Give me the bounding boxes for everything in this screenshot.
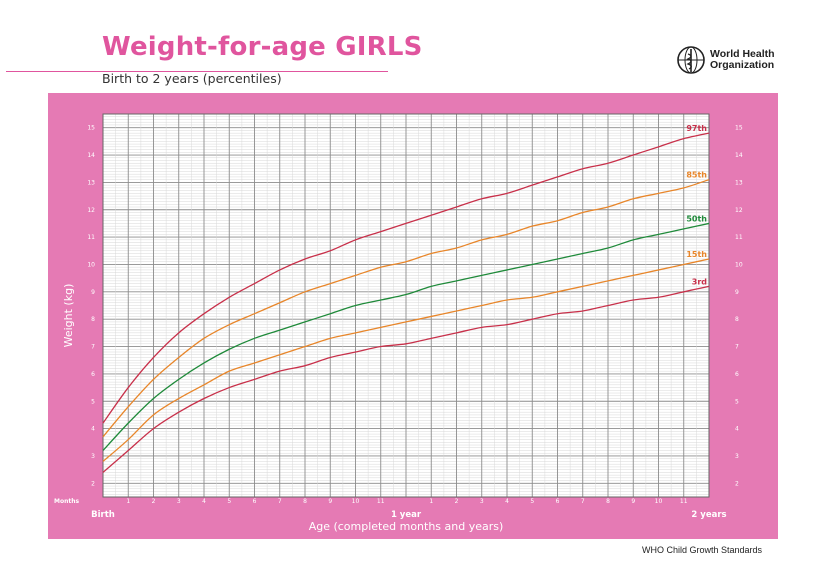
y-tick-label-right: 7 xyxy=(735,344,739,351)
y-tick-label-right: 3 xyxy=(735,453,739,460)
y-tick-label-right: 5 xyxy=(735,398,739,405)
y-tick-label-right: 15 xyxy=(735,125,743,132)
y-tick-label-left: 3 xyxy=(91,453,95,460)
y-tick-label-right: 13 xyxy=(735,179,743,186)
x-month-tick-label: 5 xyxy=(530,498,534,505)
y-tick-label-left: 5 xyxy=(91,398,95,405)
percentile-label-3rd: 3rd xyxy=(692,277,708,286)
y-tick-label-left: 15 xyxy=(87,125,95,132)
x-month-tick-label: 2 xyxy=(455,498,459,505)
y-tick-label-right: 11 xyxy=(735,234,743,241)
x-month-tick-label: 1 xyxy=(126,498,130,505)
x-month-tick-label: 3 xyxy=(480,498,484,505)
x-month-tick-label: 8 xyxy=(606,498,610,505)
x-month-tick-label: 1 xyxy=(429,498,433,505)
percentile-curve-85th xyxy=(102,179,710,438)
x-month-tick-label: 9 xyxy=(328,498,332,505)
x-month-tick-label: 3 xyxy=(177,498,181,505)
x-month-tick-label: 10 xyxy=(655,498,663,505)
y-tick-label-left: 7 xyxy=(91,344,95,351)
chart-subtitle: Birth to 2 years (percentiles) xyxy=(102,71,282,86)
y-tick-label-right: 9 xyxy=(735,289,739,296)
who-name-line1: World Health xyxy=(710,48,775,60)
chart-title: Weight-for-age GIRLS xyxy=(102,32,423,62)
who-name: World Health Organization xyxy=(710,49,775,71)
y-tick-label-left: 9 xyxy=(91,289,95,296)
y-tick-label-left: 11 xyxy=(87,234,95,241)
x-month-tick-label: 7 xyxy=(278,498,282,505)
percentile-label-50th: 50th xyxy=(686,214,707,223)
y-tick-label-left: 4 xyxy=(91,426,95,433)
x-month-tick-label: 7 xyxy=(581,498,585,505)
y-tick-label-right: 2 xyxy=(735,480,739,487)
y-tick-label-left: 13 xyxy=(87,179,95,186)
x-month-tick-label: 6 xyxy=(556,498,560,505)
x-year-label: Birth xyxy=(91,510,115,520)
y-axis-label: Weight (kg) xyxy=(62,284,75,348)
percentile-label-85th: 85th xyxy=(686,171,707,180)
percentile-curve-50th xyxy=(102,222,710,451)
who-logo: World Health Organization xyxy=(676,45,775,75)
y-tick-label-right: 4 xyxy=(735,426,739,433)
y-tick-label-left: 6 xyxy=(91,371,95,378)
y-tick-label-right: 12 xyxy=(735,207,743,214)
x-month-tick-label: 5 xyxy=(227,498,231,505)
y-tick-label-left: 2 xyxy=(91,480,95,487)
x-month-tick-label: 6 xyxy=(253,498,257,505)
y-tick-label-right: 6 xyxy=(735,371,739,378)
y-tick-label-right: 8 xyxy=(735,316,739,323)
x-year-label: 1 year xyxy=(391,510,422,520)
y-tick-label-left: 14 xyxy=(87,152,95,159)
who-name-line2: Organization xyxy=(710,59,775,71)
x-month-tick-label: 2 xyxy=(152,498,156,505)
footer-credit: WHO Child Growth Standards xyxy=(642,545,763,555)
x-month-tick-label: 9 xyxy=(631,498,635,505)
percentile-curve-97th xyxy=(102,132,710,424)
x-month-tick-label: 4 xyxy=(202,498,206,505)
title-underline xyxy=(6,71,388,72)
y-tick-label-right: 10 xyxy=(735,261,743,268)
who-emblem-icon xyxy=(677,46,705,74)
y-tick-label-left: 8 xyxy=(91,316,95,323)
x-month-tick-label: 8 xyxy=(303,498,307,505)
x-month-tick-label: 10 xyxy=(352,498,360,505)
x-month-tick-label: 4 xyxy=(505,498,509,505)
x-axis-label: Age (completed months and years) xyxy=(309,520,504,533)
y-tick-label-left: 12 xyxy=(87,207,95,214)
percentile-label-97th: 97th xyxy=(686,124,707,133)
plot-border xyxy=(102,113,710,498)
percentile-curve-3rd xyxy=(102,285,710,473)
percentile-label-15th: 15th xyxy=(686,250,707,259)
x-year-label: 2 years xyxy=(691,510,726,520)
y-tick-label-left: 10 xyxy=(87,261,95,268)
y-tick-label-right: 14 xyxy=(735,152,743,159)
x-month-tick-label: 11 xyxy=(680,498,688,505)
x-month-tick-label: 11 xyxy=(377,498,385,505)
months-row-label: Months xyxy=(54,498,80,505)
percentile-curve-15th xyxy=(102,258,710,462)
